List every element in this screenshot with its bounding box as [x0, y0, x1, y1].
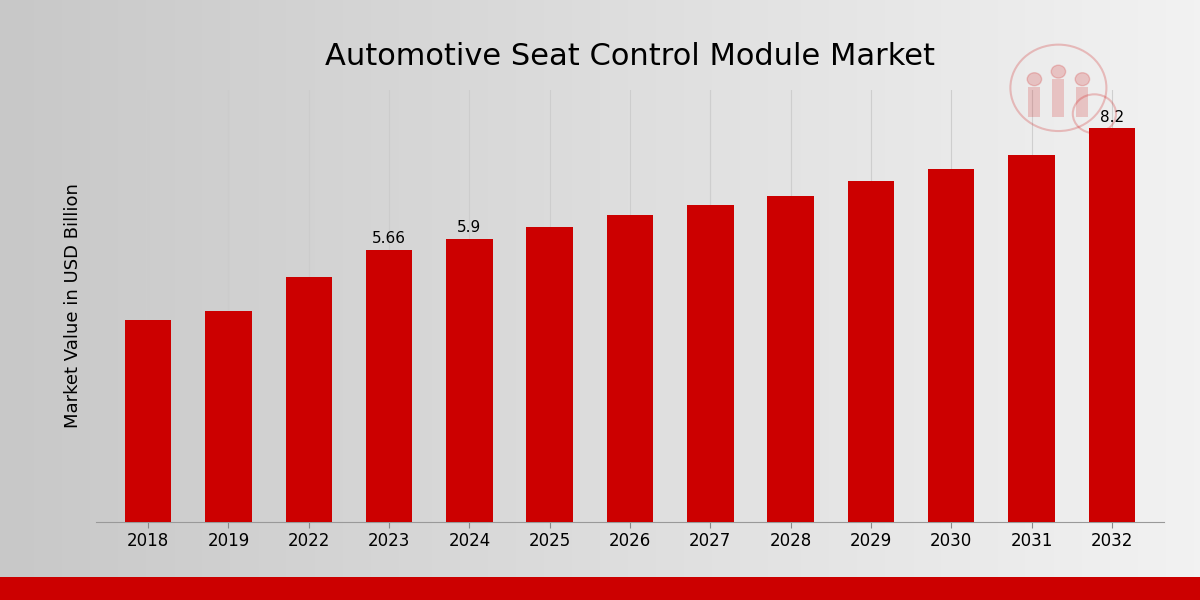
- Text: 8.2: 8.2: [1099, 110, 1124, 125]
- Bar: [688, 205, 733, 522]
- Circle shape: [1051, 65, 1066, 78]
- Y-axis label: Market Value in USD Billion: Market Value in USD Billion: [64, 184, 82, 428]
- Bar: [1028, 87, 1040, 117]
- Text: 5.66: 5.66: [372, 232, 406, 247]
- Bar: [286, 277, 332, 522]
- Bar: [1008, 155, 1055, 522]
- Circle shape: [1027, 73, 1042, 86]
- Bar: [767, 196, 814, 522]
- Bar: [1052, 79, 1064, 117]
- Bar: [607, 215, 653, 522]
- Bar: [366, 250, 413, 522]
- Title: Automotive Seat Control Module Market: Automotive Seat Control Module Market: [325, 42, 935, 71]
- Bar: [1088, 128, 1135, 522]
- Text: 5.9: 5.9: [457, 220, 481, 235]
- Bar: [928, 169, 974, 522]
- Circle shape: [1075, 73, 1090, 86]
- Bar: [125, 320, 172, 522]
- Bar: [527, 227, 572, 522]
- Bar: [446, 239, 493, 522]
- Bar: [1076, 87, 1088, 117]
- Bar: [205, 311, 252, 522]
- Bar: [847, 181, 894, 522]
